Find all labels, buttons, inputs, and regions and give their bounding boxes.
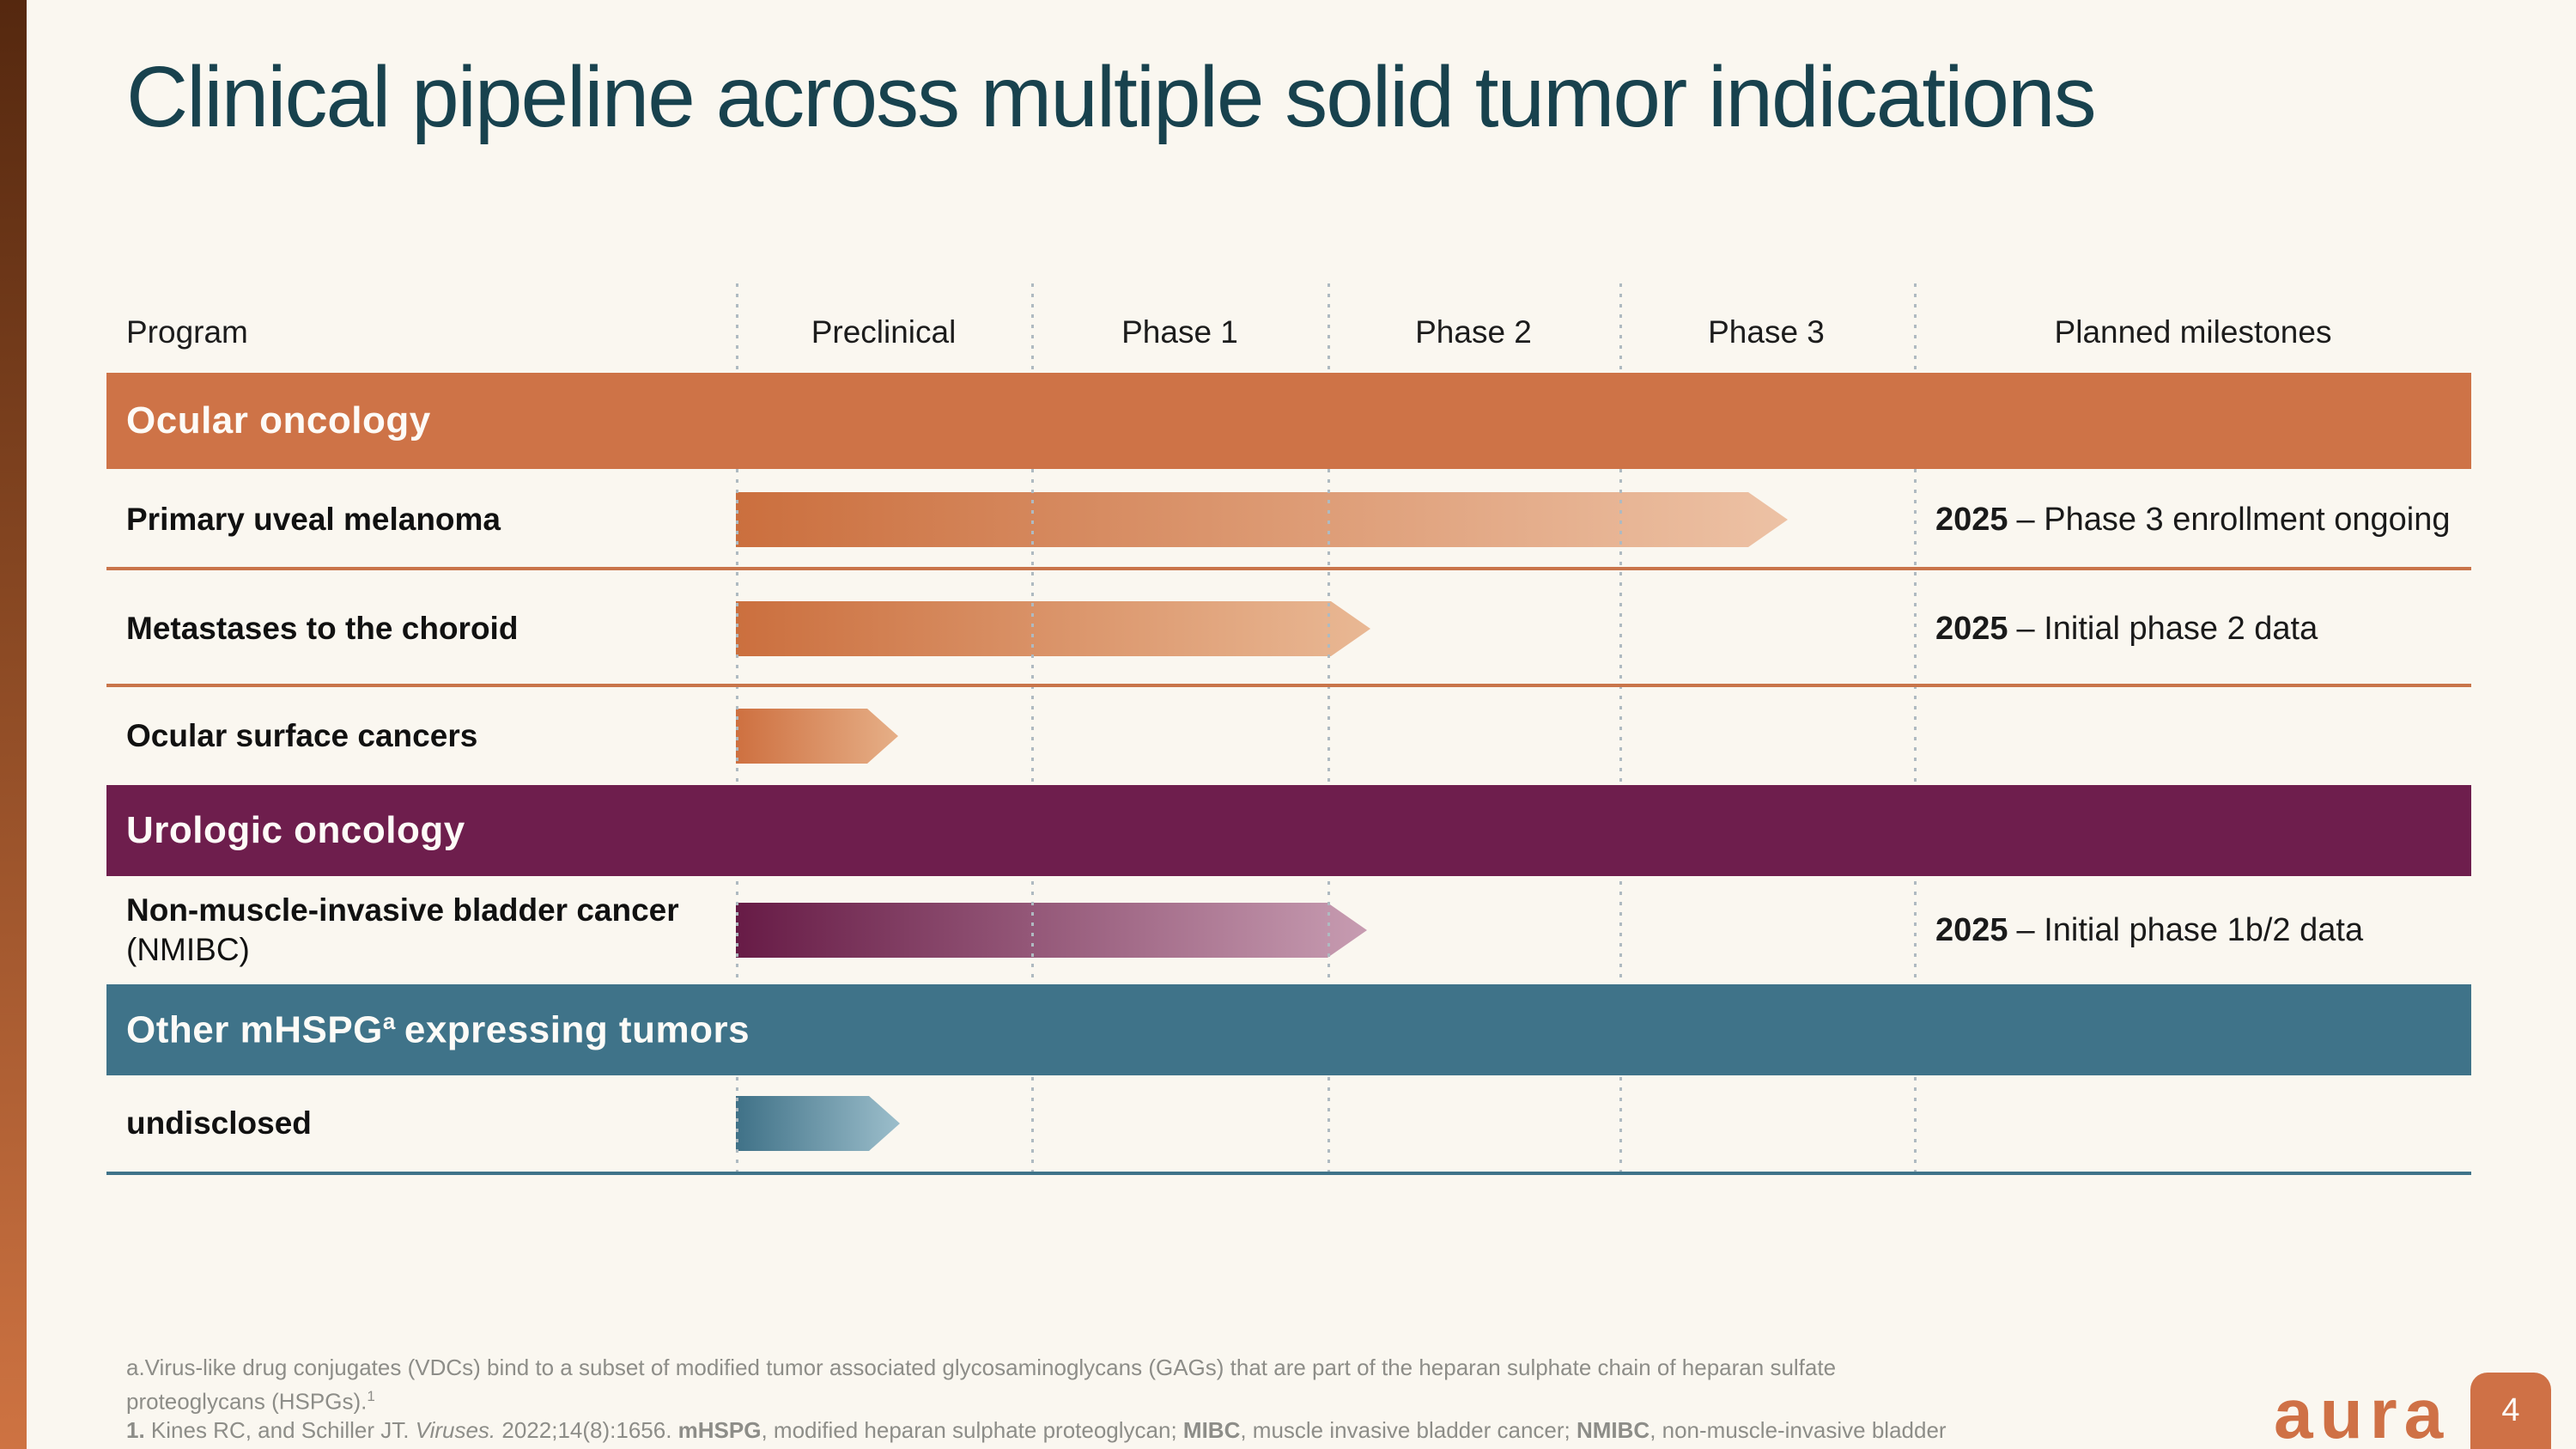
milestone-year: 2025 xyxy=(1935,911,2008,948)
phase-boundary-phase2 xyxy=(1327,283,1330,1175)
column-header-program: Program xyxy=(126,314,248,350)
pipeline-row-undisclosed: undisclosed xyxy=(106,1075,2471,1172)
row-divider xyxy=(106,567,2471,570)
section-label: Urologic oncology xyxy=(126,809,465,851)
milestone-text: 2025 – Initial phase 1b/2 data xyxy=(1935,876,2363,984)
milestone-year: 2025 xyxy=(1935,501,2008,538)
section-header-urologic-oncology: Urologic oncology xyxy=(106,785,2471,876)
footnotes: a.Virus-like drug conjugates (VDCs) bind… xyxy=(126,1354,1972,1449)
pipeline-chart: Program Preclinical Phase 1 Phase 2 Phas… xyxy=(106,283,2471,1175)
section-header-other-mhspg-tumors: Other mHSPGa expressing tumors xyxy=(106,984,2471,1075)
program-label-sub: (NMIBC) xyxy=(126,932,250,967)
milestone-year: 2025 xyxy=(1935,610,2008,647)
column-header-phase3: Phase 3 xyxy=(1708,314,1825,350)
section-label: Other mHSPGa expressing tumors xyxy=(126,1008,750,1051)
table-bottom-divider xyxy=(106,1172,2471,1175)
program-label: Non-muscle-invasive bladder cancer (NMIB… xyxy=(126,876,679,984)
progress-arrow xyxy=(736,492,1788,547)
row-divider xyxy=(106,684,2471,687)
column-header-phase1: Phase 1 xyxy=(1121,314,1238,350)
column-header-phase2: Phase 2 xyxy=(1415,314,1532,350)
footnote-line-2: 1. Kines RC, and Schiller JT. Viruses. 2… xyxy=(126,1416,1947,1449)
footnote-line-1: a.Virus-like drug conjugates (VDCs) bind… xyxy=(126,1355,1837,1415)
page-number: 4 xyxy=(2501,1392,2520,1428)
progress-arrow xyxy=(736,903,1367,958)
pipeline-row-primary-uveal-melanoma: Primary uveal melanoma 2025 – Phase 3 en… xyxy=(106,469,2471,570)
progress-arrow xyxy=(736,709,898,764)
left-accent-bar xyxy=(0,0,27,1449)
program-label: undisclosed xyxy=(126,1105,312,1141)
milestone-text: 2025 – Initial phase 2 data xyxy=(1935,570,2318,687)
phase-boundary-phase3 xyxy=(1619,283,1622,1175)
program-label: Ocular surface cancers xyxy=(126,718,478,753)
section-header-ocular-oncology: Ocular oncology xyxy=(106,373,2471,469)
pipeline-row-ocular-surface-cancers: Ocular surface cancers xyxy=(106,687,2471,785)
program-label: Metastases to the choroid xyxy=(126,611,519,646)
milestone-text: 2025 – Phase 3 enrollment ongoing xyxy=(1935,469,2450,570)
page-title: Clinical pipeline across multiple solid … xyxy=(126,49,2097,145)
program-label: Primary uveal melanoma xyxy=(126,502,501,537)
aura-logo: aura xyxy=(2274,1375,2451,1449)
milestone-detail: – Initial phase 1b/2 data xyxy=(2016,911,2364,948)
column-header-milestones: Planned milestones xyxy=(2054,314,2332,350)
section-label: Ocular oncology xyxy=(126,399,431,441)
progress-arrow xyxy=(736,601,1370,656)
phase-boundary-milestones xyxy=(1914,283,1917,1175)
milestone-detail: – Phase 3 enrollment ongoing xyxy=(2016,501,2451,538)
section-label-superscript: a xyxy=(382,1008,396,1034)
footnote-superscript: 1 xyxy=(367,1388,375,1404)
progress-arrow xyxy=(736,1096,900,1151)
column-header-preclinical: Preclinical xyxy=(811,314,957,350)
pipeline-row-nmibc: Non-muscle-invasive bladder cancer (NMIB… xyxy=(106,876,2471,984)
milestone-detail: – Initial phase 2 data xyxy=(2016,610,2318,647)
phase-boundary-preclinical xyxy=(736,283,738,1175)
pipeline-row-metastases-choroid: Metastases to the choroid 2025 – Initial… xyxy=(106,570,2471,687)
page-number-badge: 4 xyxy=(2470,1373,2551,1449)
phase-boundary-phase1 xyxy=(1031,283,1034,1175)
